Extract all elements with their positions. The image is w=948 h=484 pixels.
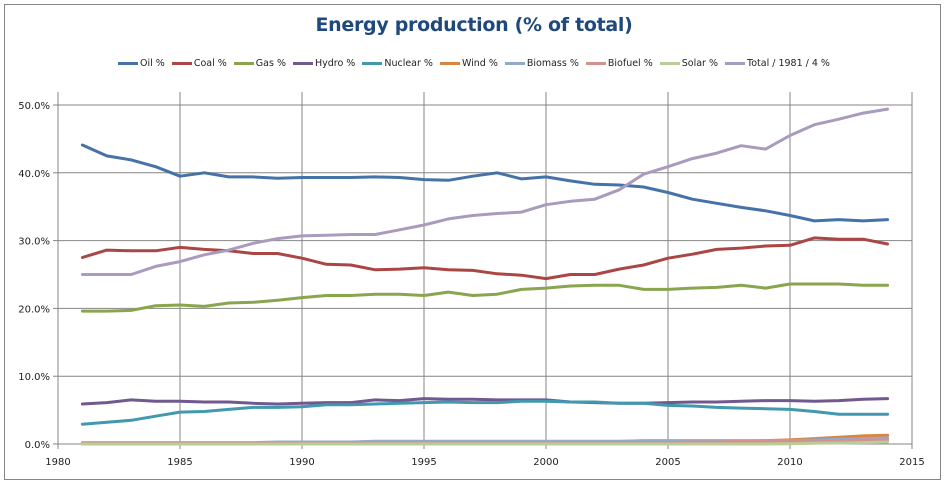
legend-label: Gas % (255, 58, 286, 69)
y-tick-label: 30.0% (18, 237, 50, 248)
y-tick-label: 40.0% (18, 169, 50, 180)
legend-item-biofuel: Biofuel % (585, 58, 653, 69)
legend-item-biomass: Biomass % (504, 58, 579, 69)
legend-label: Wind % (461, 58, 498, 69)
y-tick-label: 0.0% (25, 440, 50, 451)
legend-swatch (504, 62, 525, 65)
series-line-solar (80, 440, 890, 446)
series-line-gas (80, 282, 890, 313)
legend-item-gas: Gas % (233, 58, 286, 69)
legend-label: Biomass % (526, 58, 579, 69)
series-line-coal (80, 236, 890, 281)
x-tick-label: 1990 (289, 457, 314, 468)
y-tick-label: 20.0% (18, 304, 50, 315)
y-tick-label: 50.0% (18, 101, 50, 112)
legend-label: Hydro % (314, 58, 356, 69)
legend-label: Total / 1981 / 4 % (747, 58, 830, 69)
tick-labels: 0.0% 10.0% 20.0% 30.0% 40.0% 50.0% 1980 1985 199… (18, 101, 925, 468)
series-line-nuclear (80, 399, 890, 426)
series-lines (80, 107, 890, 446)
legend-item-wind: Wind % (439, 58, 498, 69)
x-tick-label: 1980 (45, 457, 70, 468)
legend-label: Nuclear % (384, 58, 433, 69)
legend-swatch (439, 62, 460, 65)
legend-item-total-1981-4: Total / 1981 / 4 % (725, 58, 830, 69)
legend-item-solar: Solar % (659, 58, 719, 69)
legend-swatch (292, 62, 313, 65)
x-tick-label: 1995 (411, 457, 436, 468)
legend-item-coal: Coal % (171, 58, 227, 69)
legend-swatch (585, 62, 606, 65)
x-tick-label: 2010 (777, 457, 802, 468)
series-line-oil (80, 143, 890, 223)
legend-label: Biofuel % (607, 58, 653, 69)
series-line-total-1981-4 (80, 107, 890, 276)
legend-swatch (171, 62, 192, 65)
series-line-hydro (80, 397, 890, 406)
legend-item-hydro: Hydro % (292, 58, 356, 69)
y-tick-label: 10.0% (18, 372, 50, 383)
x-tick-label: 2015 (899, 457, 924, 468)
legend-label: Solar % (681, 58, 719, 69)
legend-swatch (725, 62, 746, 65)
x-tick-label: 2000 (533, 457, 558, 468)
legend-swatch (118, 62, 139, 65)
legend-item-oil: Oil % (118, 58, 165, 69)
legend-swatch (362, 62, 383, 65)
gridlines (58, 92, 913, 444)
legend-label: Oil % (140, 58, 165, 69)
legend-item-nuclear: Nuclear % (362, 58, 433, 69)
legend-swatch (659, 62, 680, 65)
x-tick-label: 1985 (167, 457, 192, 468)
x-tick-label: 2005 (655, 457, 680, 468)
legend-label: Coal % (193, 58, 227, 69)
legend-swatch (233, 62, 254, 65)
legend: Oil % Coal % Gas % Hydro % Nuclear % Wind % Bi… (30, 58, 918, 69)
chart-title: Energy production (% of total) (315, 14, 633, 36)
